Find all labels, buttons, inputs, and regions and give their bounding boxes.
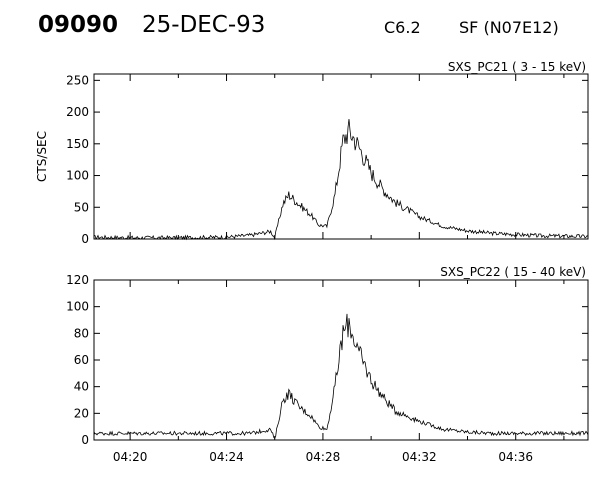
y-tick-label: 0 bbox=[81, 232, 89, 246]
x-tick-label: 04:20 bbox=[113, 450, 148, 464]
event-id: 09090 bbox=[38, 12, 119, 38]
event-date: 25-DEC-93 bbox=[142, 12, 266, 38]
y-tick-label: 0 bbox=[81, 433, 89, 447]
panel-title: SXS_PC22 ( 15 - 40 keV) bbox=[440, 265, 586, 279]
panel-pc22: SXS_PC22 ( 15 - 40 keV) 0 20 40 60 80 100 120 04… bbox=[66, 265, 589, 464]
y-tick-label: 120 bbox=[66, 273, 89, 287]
panel-title: SXS_PC21 ( 3 - 15 keV) bbox=[448, 60, 586, 74]
y-tick-label: 40 bbox=[74, 380, 89, 394]
y-axis-label: CTS/SEC bbox=[35, 131, 49, 182]
goes-class: C6.2 bbox=[384, 18, 421, 37]
y-tick-label: 100 bbox=[66, 169, 89, 183]
y-tick-label: 50 bbox=[74, 200, 89, 214]
y-tick-label: 200 bbox=[66, 105, 89, 119]
y-tick-label: 20 bbox=[74, 406, 89, 420]
flare-location: SF (N07E12) bbox=[459, 18, 559, 37]
x-tick-label: 04:24 bbox=[209, 450, 244, 464]
x-tick-label: 04:28 bbox=[306, 450, 341, 464]
y-tick-label: 250 bbox=[66, 73, 89, 87]
panel-pc21: SXS_PC21 ( 3 - 15 keV) 0 50 100 150 200 250 CTS… bbox=[35, 60, 589, 246]
x-tick-label: 04:36 bbox=[498, 450, 533, 464]
plot-frame bbox=[93, 279, 589, 441]
x-tick-label: 04:32 bbox=[402, 450, 437, 464]
series-line bbox=[93, 313, 589, 440]
plot-frame bbox=[93, 73, 589, 240]
y-tick-label: 60 bbox=[74, 353, 89, 367]
y-tick-label: 150 bbox=[66, 137, 89, 151]
y-tick-label: 100 bbox=[66, 300, 89, 314]
series-line bbox=[93, 119, 589, 241]
y-tick-label: 80 bbox=[74, 326, 89, 340]
